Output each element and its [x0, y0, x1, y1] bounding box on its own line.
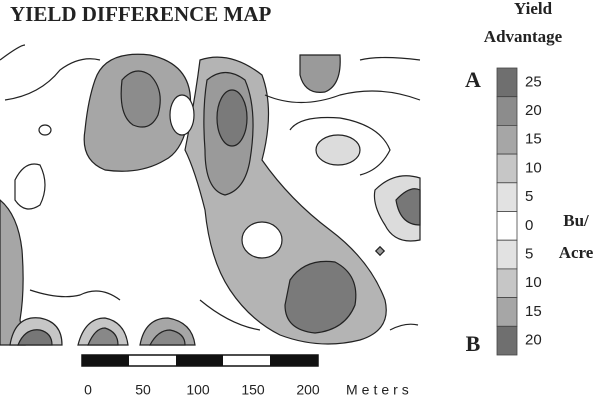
legend-swatch	[496, 297, 518, 327]
legend-label: 20	[525, 102, 542, 119]
zone	[284, 260, 357, 334]
contour	[389, 323, 419, 331]
zone	[241, 221, 283, 259]
legend-unit: Bu/	[563, 211, 589, 230]
legend-unit: Acre	[559, 243, 594, 262]
zone	[120, 70, 161, 128]
legend-swatches: 25 20 15 10 5 0 5 10 15 20	[496, 67, 542, 356]
scale-bar-segment	[270, 355, 318, 366]
scale-label: 100	[186, 382, 210, 398]
legend-swatch	[496, 125, 518, 155]
legend-title: Yield	[514, 0, 553, 18]
legend-label: 10	[525, 159, 542, 176]
zone	[169, 94, 195, 136]
scale-bar-segment	[82, 355, 129, 366]
zone	[395, 188, 421, 226]
zone	[374, 245, 386, 257]
contour	[14, 163, 46, 210]
scale-label: 50	[135, 382, 151, 398]
scale-label: 150	[241, 382, 265, 398]
legend-label: 15	[525, 131, 542, 148]
legend-swatch	[496, 182, 518, 212]
legend-title: Advantage	[484, 27, 563, 46]
legend-end-label: A	[465, 67, 481, 92]
zone	[0, 199, 26, 346]
zone	[216, 89, 248, 147]
legend-swatch	[496, 153, 518, 184]
legend-swatch	[496, 96, 518, 126]
scale-labels: 0 50 100 150 200	[84, 382, 320, 398]
legend-label: 5	[525, 188, 533, 205]
legend-swatch	[496, 211, 518, 241]
zone	[87, 327, 119, 346]
contour	[264, 90, 421, 104]
contour	[359, 56, 421, 61]
zone	[38, 124, 52, 136]
scale-label: 0	[84, 382, 92, 398]
scale-label: 200	[296, 382, 320, 398]
zone	[17, 329, 53, 346]
contour	[4, 58, 101, 101]
legend: Yield Advantage A B Bu/ Acre 25 20 15 10 5 0 5…	[465, 0, 594, 356]
legend-label: 10	[525, 274, 542, 291]
legend-label: 20	[525, 332, 542, 349]
contour	[289, 116, 391, 176]
legend-swatch	[496, 67, 518, 98]
map-title: YIELD DIFFERENCE MAP	[10, 2, 272, 26]
legend-label: 15	[525, 303, 542, 320]
contour	[199, 299, 261, 331]
contour	[0, 44, 26, 61]
legend-swatch	[496, 325, 518, 356]
legend-swatch	[496, 239, 518, 270]
zone	[315, 134, 361, 166]
legend-label: 5	[525, 246, 533, 263]
zone	[299, 54, 341, 93]
legend-label: 25	[525, 73, 542, 90]
contour	[29, 289, 121, 301]
scale-unit: Meters	[346, 382, 413, 398]
zone	[148, 329, 186, 346]
legend-label: 0	[525, 217, 533, 234]
scale-bar: 0 50 100 150 200 Meters	[81, 354, 413, 398]
scale-bar-segment	[176, 355, 223, 366]
map-area	[0, 44, 421, 346]
legend-swatch	[496, 268, 518, 298]
legend-end-label: B	[466, 331, 481, 356]
